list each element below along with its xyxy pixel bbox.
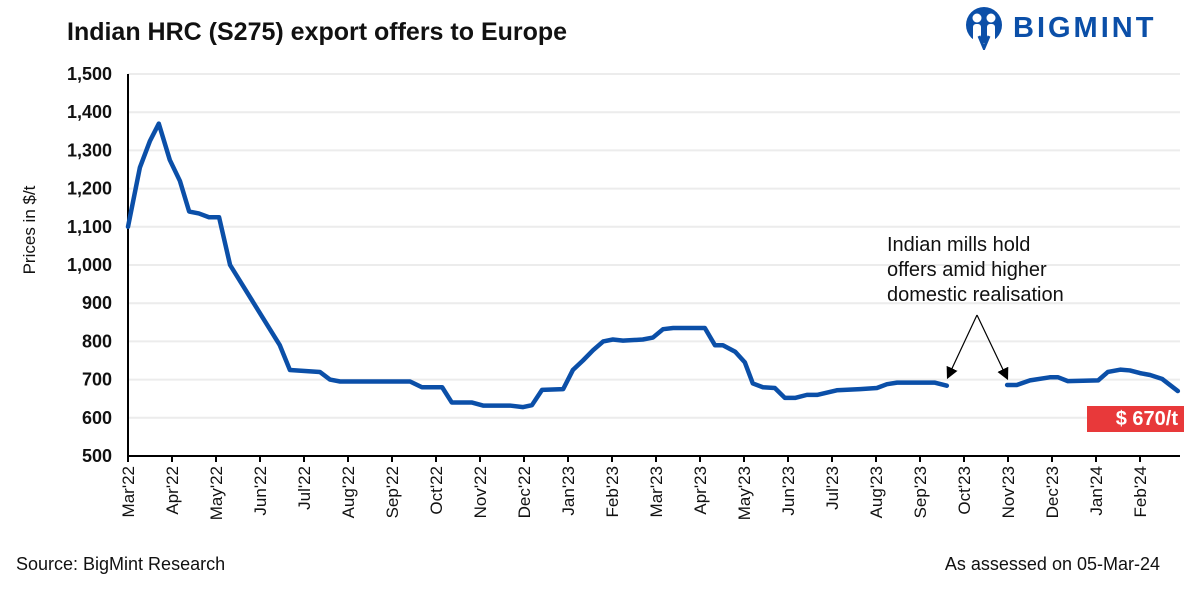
y-tick-label: 600 (82, 408, 112, 428)
x-tick-label: Nov'22 (471, 466, 490, 518)
source-note: Source: BigMint Research (16, 554, 226, 574)
annotation-line: offers amid higher (887, 259, 1047, 281)
price-line (1004, 367, 1181, 394)
x-tick-label: Jul'22 (295, 466, 314, 510)
x-tick-label: Oct'22 (427, 466, 446, 515)
x-tick-label: Sep'22 (383, 466, 402, 518)
x-tick-label: Jan'23 (559, 466, 578, 516)
y-tick-label: 1,400 (67, 102, 112, 122)
y-tick-label: 1,200 (67, 179, 112, 199)
x-tick-label: Nov'23 (999, 466, 1018, 518)
price-line (125, 121, 950, 410)
x-tick-label: Aug'22 (339, 466, 358, 518)
x-tick-label: Dec'22 (515, 466, 534, 518)
chart-title: Indian HRC (S275) export offers to Europ… (67, 18, 568, 46)
bigmint-logo-icon (966, 7, 1002, 50)
x-tick-label: Feb'24 (1131, 466, 1150, 517)
y-tick-label: 1,300 (67, 140, 112, 160)
annotation-line: domestic realisation (887, 284, 1064, 306)
assessed-date: As assessed on 05-Mar-24 (944, 554, 1160, 574)
y-tick-label: 1,000 (67, 255, 112, 275)
x-tick-label: Mar'23 (647, 466, 666, 517)
annotation-arrow (976, 314, 1009, 381)
x-tick-label: Oct'23 (955, 466, 974, 515)
x-tick-label: Mar'22 (119, 466, 138, 517)
annotation-line: Indian mills hold (887, 234, 1031, 256)
x-tick-label: May'23 (735, 466, 754, 520)
x-tick-label: Aug'23 (867, 466, 886, 518)
y-tick-label: 1,500 (67, 64, 112, 84)
x-tick-label: Apr'22 (163, 466, 182, 515)
y-tick-label: 800 (82, 331, 112, 351)
y-tick-label: 1,100 (67, 217, 112, 237)
bigmint-logo: BIGMINT (965, 6, 1156, 50)
bigmint-logo-text: BIGMINT (1013, 11, 1157, 44)
annotation-arrow (946, 314, 978, 380)
x-tick-label: Jun'23 (779, 466, 798, 516)
x-tick-label: Jun'22 (251, 466, 270, 516)
x-tick-label: Jul'23 (823, 466, 842, 510)
x-tick-label: Dec'23 (1043, 466, 1062, 518)
y-tick-label: 500 (82, 446, 112, 466)
y-tick-label: 900 (82, 293, 112, 313)
x-tick-label: Apr'23 (691, 466, 710, 515)
y-tick-label: 700 (82, 370, 112, 390)
x-tick-label: Jan'24 (1087, 466, 1106, 516)
annotation-text: Indian mills hold offers amid higher dom… (887, 233, 1064, 308)
x-tick-label: Feb'23 (603, 466, 622, 517)
x-tick-label: Sep'23 (911, 466, 930, 518)
x-tick-label: May'22 (207, 466, 226, 520)
latest-price-label: $ 670/t (1087, 406, 1184, 432)
